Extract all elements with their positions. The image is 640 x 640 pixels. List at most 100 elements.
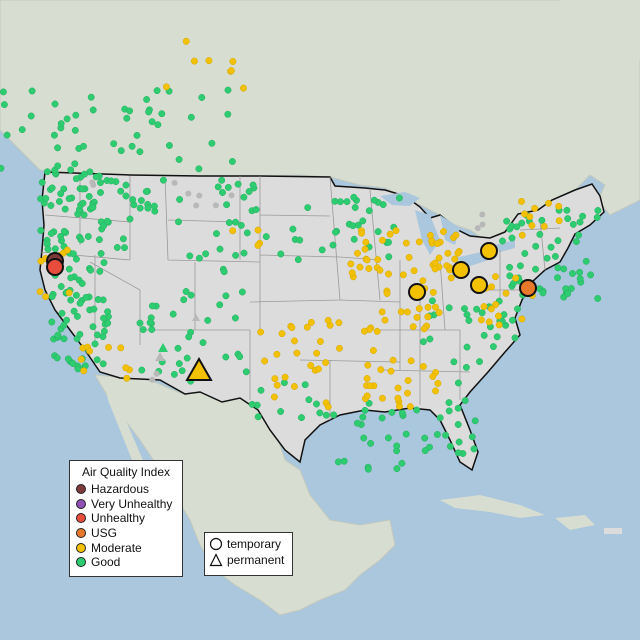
moderate-monitor-marker bbox=[389, 356, 397, 364]
good-monitor-marker bbox=[572, 238, 580, 246]
moderate-monitor-marker bbox=[271, 375, 279, 383]
good-monitor-marker bbox=[359, 413, 367, 421]
good-monitor-marker bbox=[3, 131, 11, 139]
moderate-monitor-marker bbox=[227, 67, 235, 75]
good-monitor-marker bbox=[97, 179, 104, 187]
nodata-monitor-marker bbox=[474, 225, 481, 232]
moderate-monitor-marker bbox=[364, 361, 372, 369]
good-monitor-marker bbox=[461, 397, 469, 404]
unhealthy-swatch-icon bbox=[76, 513, 86, 524]
moderate-monitor-marker bbox=[358, 229, 366, 237]
good-monitor-marker bbox=[518, 219, 526, 227]
good-monitor-marker bbox=[248, 400, 256, 408]
moderate-monitor-marker bbox=[451, 255, 459, 263]
good-monitor-marker bbox=[436, 414, 444, 422]
good-monitor-marker bbox=[76, 330, 84, 338]
moderate-monitor-marker bbox=[273, 350, 281, 358]
small-triangle-markers bbox=[155, 314, 200, 361]
good-monitor-marker bbox=[0, 101, 8, 109]
nodata-monitor-marker bbox=[228, 192, 235, 199]
good-monitor-marker bbox=[136, 148, 144, 156]
good-monitor-marker bbox=[471, 417, 479, 425]
good-monitor-marker bbox=[242, 368, 250, 376]
moderate-monitor-marker bbox=[419, 363, 427, 370]
good-monitor-marker bbox=[70, 307, 78, 315]
good-monitor-marker bbox=[393, 442, 401, 450]
nodata-permanent-monitor-marker bbox=[192, 314, 200, 321]
good-monitor-marker bbox=[462, 363, 470, 371]
good-monitor-marker bbox=[136, 204, 144, 212]
nodata-monitor-marker bbox=[212, 202, 219, 209]
good-monitor-marker bbox=[82, 293, 90, 301]
good-monitor-marker bbox=[305, 396, 313, 404]
aqi-legend: Air Quality Index Hazardous Very Unhealt… bbox=[69, 460, 183, 577]
good-monitor-marker bbox=[506, 263, 514, 271]
good-monitor-marker bbox=[503, 217, 511, 225]
good-monitor-marker bbox=[538, 216, 546, 224]
good-monitor-marker bbox=[198, 94, 206, 101]
moderate-monitor-marker bbox=[229, 227, 237, 235]
good-monitor-marker bbox=[67, 166, 75, 174]
good-monitor-marker bbox=[564, 290, 572, 298]
moderate-monitor-marker bbox=[408, 283, 426, 301]
good-monitor-marker bbox=[543, 254, 551, 262]
good-monitor-marker bbox=[93, 356, 101, 364]
good-monitor-marker bbox=[301, 381, 309, 389]
moderate-monitor-marker bbox=[480, 303, 488, 311]
moderate-monitor-marker bbox=[313, 349, 321, 357]
good-monitor-marker bbox=[365, 207, 373, 215]
good-monitor-marker bbox=[332, 228, 339, 236]
moderate-monitor-marker bbox=[424, 303, 432, 311]
good-monitor-marker bbox=[442, 431, 450, 439]
moderate-monitor-marker bbox=[360, 327, 368, 335]
legend-item-moderate: Moderate bbox=[70, 540, 182, 555]
good-monitor-marker bbox=[89, 106, 97, 114]
nodata-monitor-marker bbox=[185, 190, 192, 197]
good-monitor-marker bbox=[219, 189, 226, 196]
moderate-monitor-marker bbox=[347, 260, 355, 268]
moderate-monitor-marker bbox=[407, 357, 415, 365]
good-monitor-marker bbox=[73, 312, 81, 320]
good-monitor-marker bbox=[216, 245, 224, 253]
moderate-monitor-marker bbox=[518, 197, 525, 205]
good-monitor-marker bbox=[476, 358, 483, 366]
moderate-monitor-marker bbox=[383, 290, 391, 297]
good-monitor-marker bbox=[97, 189, 104, 196]
moderate-monitor-marker bbox=[419, 277, 427, 285]
moderate-monitor-marker bbox=[431, 265, 439, 273]
good-monitor-marker bbox=[187, 113, 195, 121]
good-monitor-marker bbox=[123, 114, 131, 122]
moderate-monitor-marker bbox=[394, 394, 402, 402]
good-monitor-marker bbox=[60, 335, 68, 343]
good-monitor-marker bbox=[304, 204, 312, 212]
good-monitor-marker bbox=[77, 236, 85, 244]
good-monitor-marker bbox=[576, 275, 584, 283]
good-monitor-marker bbox=[232, 218, 239, 226]
moderate-monitor-marker bbox=[336, 344, 343, 352]
good-monitor-marker bbox=[144, 204, 152, 212]
good-monitor-marker bbox=[204, 316, 212, 324]
good-monitor-marker bbox=[187, 291, 195, 299]
good-monitor-marker bbox=[47, 202, 55, 209]
good-monitor-marker bbox=[446, 442, 454, 450]
good-monitor-marker bbox=[539, 289, 547, 297]
moderate-monitor-marker bbox=[443, 262, 451, 270]
moderate-permanent-monitor-marker bbox=[185, 356, 213, 381]
good-monitor-marker bbox=[398, 409, 406, 417]
moderate-monitor-marker bbox=[254, 241, 262, 249]
good-monitor-marker bbox=[493, 333, 501, 341]
good-monitor-marker bbox=[252, 206, 260, 214]
moderate-monitor-marker bbox=[404, 377, 412, 384]
legend-item-label: Hazardous bbox=[91, 482, 150, 497]
good-monitor-marker bbox=[343, 198, 351, 206]
good-monitor-marker bbox=[67, 296, 75, 304]
good-monitor-marker bbox=[240, 249, 248, 257]
moderate-monitor-marker bbox=[402, 239, 410, 247]
good-monitor-marker bbox=[240, 193, 248, 201]
moderate-monitor-marker bbox=[381, 316, 389, 324]
good-monitor-marker bbox=[318, 246, 326, 254]
good-monitor-marker bbox=[0, 88, 7, 96]
nodata-monitor-marker bbox=[171, 179, 178, 186]
good-monitor-marker bbox=[554, 264, 562, 272]
good-monitor-marker bbox=[89, 204, 97, 211]
